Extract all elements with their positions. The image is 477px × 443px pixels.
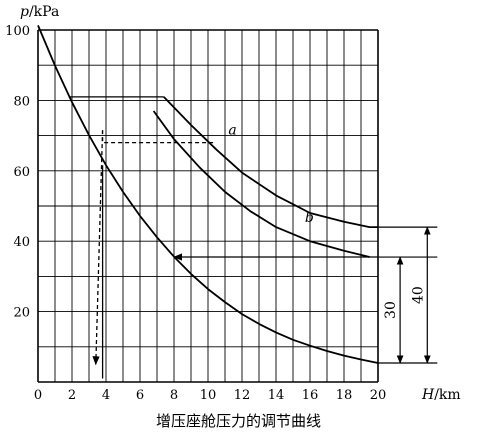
y-tick-label: 80 — [13, 94, 30, 109]
x-axis-label: H/km — [421, 387, 461, 403]
series-line-b — [152, 110, 370, 258]
x-tick-label: 8 — [170, 388, 178, 403]
y-tick-label: 100 — [5, 24, 30, 39]
tick-labels: 0 2 4 6 8 10 12 14 16 18 20 20 40 60 80 100 — [5, 24, 386, 403]
series-label-a: a — [228, 123, 236, 139]
x-tick-label: 10 — [200, 388, 217, 403]
x-tick-label: 20 — [370, 388, 387, 403]
dimension-markers: 30 40 — [378, 226, 438, 364]
dimension-label: 40 — [410, 286, 426, 304]
series-group: ab — [37, 25, 379, 364]
y-axis-label: p/kPa — [20, 4, 59, 20]
chart-title: 增压座舱压力的调节曲线 — [155, 412, 321, 430]
series-label-b: b — [305, 210, 314, 226]
y-tick-label: 40 — [13, 235, 30, 250]
y-tick-label: 60 — [13, 165, 30, 180]
x-tick-label: 0 — [34, 388, 42, 403]
x-tick-label: 12 — [234, 388, 251, 403]
dimension-label: 30 — [383, 301, 399, 319]
series-line-a — [163, 96, 378, 228]
x-tick-label: 14 — [268, 388, 285, 403]
x-tick-label: 4 — [102, 388, 110, 403]
x-tick-label: 18 — [336, 388, 353, 403]
series-line-standard — [37, 25, 379, 364]
x-tick-label: 16 — [302, 388, 319, 403]
grid — [37, 29, 379, 383]
guide-lines — [68, 96, 378, 379]
y-tick-label: 20 — [13, 306, 30, 321]
x-tick-label: 2 — [68, 388, 76, 403]
x-tick-label: 6 — [136, 388, 144, 403]
